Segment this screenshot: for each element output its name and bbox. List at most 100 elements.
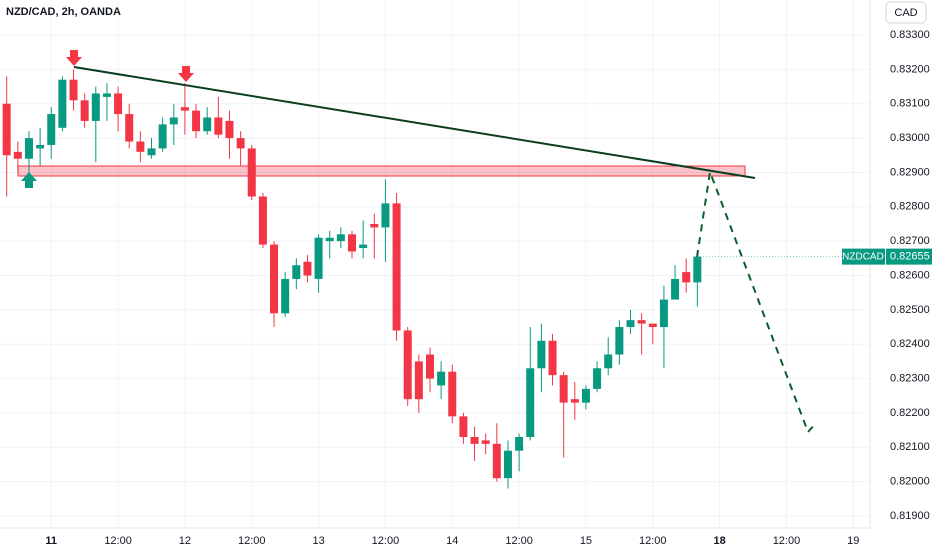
candle-body (671, 278, 680, 300)
candle-body (515, 436, 524, 451)
y-tick-label: 0.82000 (890, 476, 930, 488)
grid (0, 0, 870, 528)
y-tick-label: 0.82500 (890, 304, 930, 316)
candle-body (470, 436, 479, 444)
candle-body (13, 151, 22, 159)
x-tick-label: 12:00 (104, 535, 132, 547)
candle-body (526, 368, 535, 437)
candle-body (559, 375, 568, 403)
candle-body (236, 138, 245, 149)
candle-body (314, 237, 323, 279)
candle-body (370, 223, 379, 228)
candle-body (682, 272, 691, 283)
candle-body (537, 340, 546, 369)
candle-body (80, 100, 89, 121)
candle-body (47, 114, 56, 145)
candle-body (403, 330, 412, 400)
candle-body (192, 110, 201, 132)
candle-body (225, 120, 234, 139)
candle-body (336, 234, 345, 242)
candle-body (91, 93, 100, 121)
y-tick-label: 0.81900 (890, 510, 930, 522)
axes: 0.83300 0.83200 0.83100 0.83000 0.82900 0.828… (45, 29, 932, 547)
y-tick-label: 0.82800 (890, 201, 930, 213)
candle-body (125, 114, 134, 142)
candle-body (114, 93, 123, 115)
candle-body (258, 196, 267, 245)
y-tick-label: 0.82200 (890, 407, 930, 419)
candle-body (481, 440, 490, 444)
x-tick-label: 18 (713, 535, 725, 547)
x-tick-label: 12:00 (372, 535, 400, 547)
candle-body (24, 138, 33, 159)
candle-body (381, 203, 390, 228)
symbol-tag (842, 248, 885, 265)
candle-body (570, 399, 579, 403)
x-tick-label: 11 (45, 535, 57, 547)
candle-body (459, 416, 468, 437)
y-tick-label: 0.82300 (890, 372, 930, 384)
last-price-label: 0.82655 (890, 251, 930, 263)
candle-body (492, 443, 501, 479)
candle-body (348, 234, 357, 252)
x-tick-label: 12:00 (773, 535, 801, 547)
candle-body (36, 144, 45, 149)
down-arrow (178, 66, 194, 82)
candle-body (581, 388, 590, 403)
candles (2, 69, 702, 489)
x-tick-label: 19 (847, 535, 859, 547)
trendline (73, 66, 756, 179)
y-tick-label: 0.83100 (890, 98, 930, 110)
candle-body (392, 203, 401, 331)
candle-body (180, 107, 189, 111)
candle-body (147, 148, 156, 156)
x-tick-label: 13 (312, 535, 324, 547)
candle-body (414, 361, 423, 400)
candle-body (292, 265, 301, 279)
price-tag (886, 248, 932, 265)
candle-body (637, 320, 646, 324)
candle-body (325, 237, 334, 242)
y-tick-label: 0.82400 (890, 338, 930, 350)
candle-body (626, 320, 635, 328)
resistance-zone (17, 165, 746, 177)
candle-body (437, 371, 446, 386)
candle-body (593, 368, 602, 389)
candle-body (247, 148, 256, 197)
chart-title: NZD/CAD, 2h, OANDA (6, 6, 121, 18)
candle-body (604, 354, 613, 369)
x-tick-label: 12:00 (639, 535, 667, 547)
candle-body (158, 124, 167, 149)
y-tick-label: 0.82700 (890, 235, 930, 247)
candle-body (693, 256, 702, 283)
x-tick-label: 15 (580, 535, 592, 547)
x-tick-label: 12:00 (238, 535, 266, 547)
candle-body (615, 327, 624, 355)
candle-body (69, 79, 78, 101)
x-tick-label: 12:00 (505, 535, 533, 547)
candle-body (136, 141, 145, 152)
y-tick-label: 0.83200 (890, 63, 930, 75)
y-tick-label: 0.82600 (890, 269, 930, 281)
candle-body (448, 371, 457, 417)
candle-body (169, 117, 178, 125)
candle-body (303, 261, 312, 276)
candle-body (648, 323, 657, 328)
candle-body (214, 117, 223, 135)
candle-body (425, 354, 434, 379)
candle-body (359, 244, 368, 249)
y-tick-label: 0.83300 (890, 29, 930, 41)
x-tick-label: 14 (446, 535, 458, 547)
candle-body (2, 103, 11, 156)
candle-body (102, 93, 111, 97)
y-tick-label: 0.82100 (890, 441, 930, 453)
down-arrow (66, 50, 82, 66)
candle-body (281, 278, 290, 314)
candle-body (58, 79, 67, 128)
currency-button[interactable] (885, 1, 927, 24)
candle-body (659, 299, 668, 328)
currency-label[interactable]: CAD (894, 7, 917, 19)
